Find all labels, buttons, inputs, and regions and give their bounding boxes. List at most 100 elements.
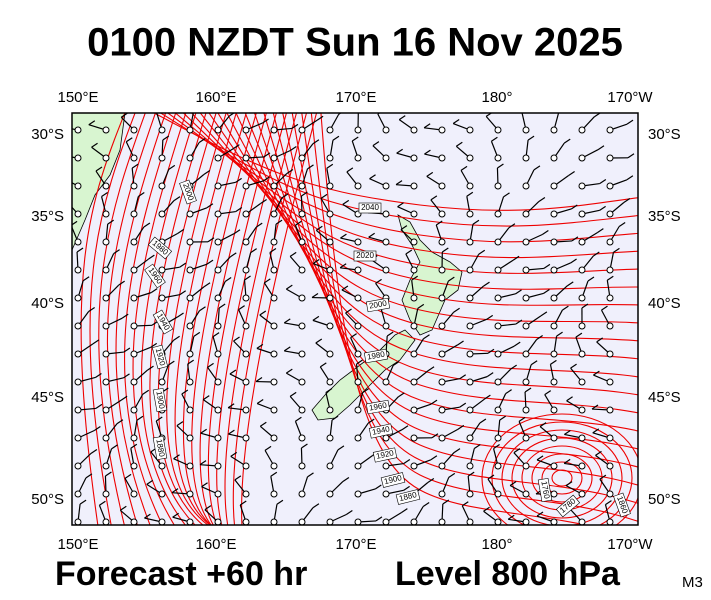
barb-flag xyxy=(125,137,133,143)
contour-label-text: 1980 xyxy=(366,350,386,362)
barb-flag xyxy=(427,366,435,372)
station xyxy=(606,210,614,218)
station xyxy=(494,378,502,386)
station xyxy=(130,322,138,330)
station xyxy=(74,294,82,302)
contour-line xyxy=(226,113,638,360)
station xyxy=(522,490,530,498)
contour-line xyxy=(140,113,197,525)
barb-flag xyxy=(486,314,494,320)
barb-flag xyxy=(259,310,267,316)
station xyxy=(130,350,138,358)
contour-line xyxy=(199,113,267,525)
station xyxy=(382,490,390,498)
station xyxy=(74,518,82,525)
barb-flag xyxy=(199,306,206,312)
barb-flag xyxy=(256,343,264,349)
barb-flag xyxy=(307,472,314,478)
barb-flag xyxy=(346,510,353,516)
station xyxy=(242,154,250,162)
station xyxy=(102,266,110,274)
station xyxy=(578,518,586,525)
barb-flag xyxy=(558,113,560,114)
station xyxy=(494,518,502,525)
station xyxy=(74,462,82,470)
barb-flag xyxy=(497,163,504,169)
contour-label: 2040 xyxy=(358,202,382,214)
contour-label: 2000 xyxy=(365,297,391,313)
barb-flag xyxy=(596,337,603,343)
barb-flag xyxy=(92,339,100,345)
station xyxy=(494,266,502,274)
station xyxy=(186,154,194,162)
barb-flag xyxy=(270,471,278,477)
station xyxy=(466,182,474,190)
barb-flag xyxy=(316,115,324,121)
barb-flag xyxy=(424,149,431,155)
station xyxy=(606,182,614,190)
barb-flag xyxy=(264,445,272,451)
contour-label-text: 2000 xyxy=(368,299,388,311)
barb-flag xyxy=(538,196,546,202)
barb-flag xyxy=(312,259,320,265)
contour-label-text: 1900 xyxy=(383,473,403,486)
barb-flag xyxy=(536,455,544,461)
barb-flag xyxy=(457,340,464,346)
barb-flag xyxy=(147,365,154,371)
barb-flag xyxy=(570,258,577,264)
station xyxy=(550,518,558,525)
station xyxy=(102,126,110,134)
contour-label-box xyxy=(555,494,581,518)
barb-flag xyxy=(90,448,98,454)
station xyxy=(242,294,250,302)
station xyxy=(466,126,474,134)
barb-flag xyxy=(448,276,455,282)
station xyxy=(382,266,390,274)
station xyxy=(130,182,138,190)
barb-flag xyxy=(94,426,101,432)
station xyxy=(298,126,306,134)
barb-flag xyxy=(228,429,235,435)
barb-flag xyxy=(202,395,210,401)
barb-flag xyxy=(228,113,235,117)
barb-flag xyxy=(487,348,495,354)
barb-flag xyxy=(235,177,242,183)
barb-flag xyxy=(599,179,607,185)
station xyxy=(438,210,446,218)
barb-flag xyxy=(510,364,517,370)
bottom-axis-label: 180° xyxy=(481,536,512,553)
barb-flag xyxy=(263,152,271,158)
barb-flag xyxy=(562,305,569,311)
barb-flag xyxy=(295,220,302,226)
barb-flag xyxy=(177,228,185,234)
station xyxy=(326,490,334,498)
barb-flag xyxy=(187,359,195,365)
bottom-axis-label: 170°W xyxy=(607,536,653,553)
barb-flag xyxy=(91,142,98,148)
barb-flag xyxy=(285,284,293,290)
station xyxy=(522,294,530,302)
station xyxy=(354,490,362,498)
barb-flag xyxy=(375,516,383,522)
station xyxy=(494,406,502,414)
barb-flag xyxy=(168,164,176,170)
station xyxy=(102,406,110,414)
station xyxy=(74,126,82,134)
contour-label-box xyxy=(147,236,173,260)
station xyxy=(354,462,362,470)
station xyxy=(354,406,362,414)
barb-flag xyxy=(148,254,155,260)
barb-flag xyxy=(486,372,494,378)
barb-flag xyxy=(595,450,602,456)
station xyxy=(326,266,334,274)
barb-flag xyxy=(473,444,481,450)
contour-label-box xyxy=(152,309,174,335)
contour-line xyxy=(320,113,589,525)
barb-flag xyxy=(331,415,339,421)
barb-flag xyxy=(88,120,96,126)
barb-flag xyxy=(79,499,87,505)
barb-flag xyxy=(88,306,95,312)
station xyxy=(438,462,446,470)
contour-label-box xyxy=(380,472,406,488)
station xyxy=(382,322,390,330)
